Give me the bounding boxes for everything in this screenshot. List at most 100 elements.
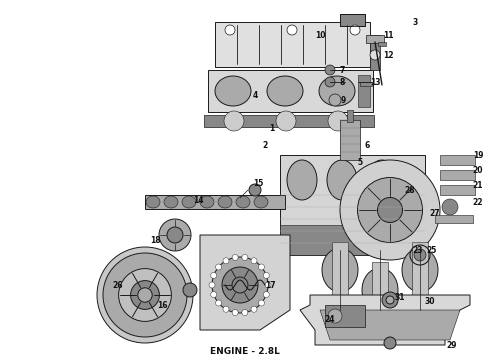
Circle shape bbox=[183, 283, 197, 297]
Circle shape bbox=[211, 273, 217, 278]
Text: 14: 14 bbox=[193, 195, 203, 204]
Bar bbox=[440, 170, 475, 180]
Ellipse shape bbox=[402, 248, 438, 292]
Circle shape bbox=[216, 264, 221, 270]
Circle shape bbox=[225, 25, 235, 35]
Text: 24: 24 bbox=[325, 315, 335, 324]
Circle shape bbox=[216, 300, 221, 306]
Ellipse shape bbox=[362, 268, 398, 312]
Circle shape bbox=[242, 310, 248, 316]
Circle shape bbox=[442, 199, 458, 215]
Bar bbox=[347, 110, 353, 122]
Circle shape bbox=[377, 198, 402, 222]
Text: 18: 18 bbox=[149, 235, 160, 244]
Bar bbox=[366, 35, 384, 43]
Circle shape bbox=[97, 247, 193, 343]
Circle shape bbox=[167, 227, 183, 243]
Bar bbox=[358, 75, 370, 107]
Ellipse shape bbox=[200, 196, 214, 208]
Circle shape bbox=[276, 111, 296, 131]
Circle shape bbox=[119, 269, 172, 321]
Polygon shape bbox=[200, 235, 290, 330]
Bar bbox=[372, 262, 388, 318]
Text: 17: 17 bbox=[265, 280, 275, 289]
Bar bbox=[360, 82, 372, 86]
Ellipse shape bbox=[218, 196, 232, 208]
Text: 7: 7 bbox=[339, 66, 344, 75]
Circle shape bbox=[138, 288, 152, 302]
Circle shape bbox=[340, 160, 440, 260]
Ellipse shape bbox=[182, 196, 196, 208]
Bar bbox=[204, 115, 374, 127]
Ellipse shape bbox=[215, 76, 251, 106]
Text: 29: 29 bbox=[447, 341, 457, 350]
Circle shape bbox=[370, 50, 380, 60]
Text: 26: 26 bbox=[113, 280, 123, 289]
Text: 25: 25 bbox=[427, 246, 437, 255]
Text: 6: 6 bbox=[365, 140, 369, 149]
Bar bbox=[332, 242, 348, 298]
Circle shape bbox=[386, 296, 394, 304]
Circle shape bbox=[258, 300, 265, 306]
Text: 30: 30 bbox=[425, 297, 435, 306]
Ellipse shape bbox=[327, 160, 357, 200]
Circle shape bbox=[232, 310, 238, 316]
Ellipse shape bbox=[287, 160, 317, 200]
Circle shape bbox=[384, 337, 396, 349]
Ellipse shape bbox=[319, 76, 355, 106]
Circle shape bbox=[223, 306, 229, 312]
Text: 2: 2 bbox=[262, 140, 268, 149]
Bar bbox=[370, 35, 380, 70]
Text: 16: 16 bbox=[157, 301, 167, 310]
Bar bbox=[280, 155, 425, 255]
Circle shape bbox=[249, 184, 261, 196]
Ellipse shape bbox=[164, 196, 178, 208]
Ellipse shape bbox=[367, 160, 397, 200]
Bar bbox=[412, 242, 428, 298]
Text: 21: 21 bbox=[473, 180, 483, 189]
Text: 15: 15 bbox=[253, 179, 263, 188]
Bar bbox=[145, 195, 285, 209]
Circle shape bbox=[209, 282, 215, 288]
Circle shape bbox=[242, 255, 248, 260]
Circle shape bbox=[358, 177, 422, 243]
Text: 9: 9 bbox=[341, 95, 345, 104]
Circle shape bbox=[263, 292, 270, 298]
Circle shape bbox=[131, 280, 159, 309]
Circle shape bbox=[325, 77, 335, 87]
Circle shape bbox=[258, 264, 265, 270]
Bar bbox=[280, 225, 425, 255]
Circle shape bbox=[222, 267, 258, 303]
Bar bbox=[435, 215, 473, 223]
Circle shape bbox=[325, 65, 335, 75]
Text: 28: 28 bbox=[405, 185, 416, 194]
Polygon shape bbox=[320, 310, 460, 340]
Circle shape bbox=[251, 306, 257, 312]
Circle shape bbox=[382, 292, 398, 308]
Bar bbox=[215, 22, 370, 67]
Ellipse shape bbox=[236, 196, 250, 208]
Circle shape bbox=[328, 309, 342, 323]
Circle shape bbox=[232, 277, 248, 293]
Text: 3: 3 bbox=[413, 18, 417, 27]
Text: 8: 8 bbox=[339, 77, 344, 86]
Bar bbox=[325, 305, 365, 327]
Circle shape bbox=[224, 111, 244, 131]
Text: 11: 11 bbox=[383, 31, 393, 40]
Circle shape bbox=[211, 292, 217, 298]
Text: 12: 12 bbox=[383, 50, 393, 59]
Ellipse shape bbox=[146, 196, 160, 208]
Text: 4: 4 bbox=[252, 90, 258, 99]
Circle shape bbox=[232, 255, 238, 260]
Bar bbox=[440, 185, 475, 195]
Circle shape bbox=[414, 249, 426, 261]
Circle shape bbox=[287, 25, 297, 35]
Text: ENGINE - 2.8L: ENGINE - 2.8L bbox=[210, 347, 280, 356]
Circle shape bbox=[223, 258, 229, 264]
Text: 1: 1 bbox=[270, 123, 274, 132]
Ellipse shape bbox=[322, 248, 358, 292]
Circle shape bbox=[350, 25, 360, 35]
Circle shape bbox=[103, 253, 187, 337]
Circle shape bbox=[263, 273, 270, 278]
Circle shape bbox=[159, 219, 191, 251]
